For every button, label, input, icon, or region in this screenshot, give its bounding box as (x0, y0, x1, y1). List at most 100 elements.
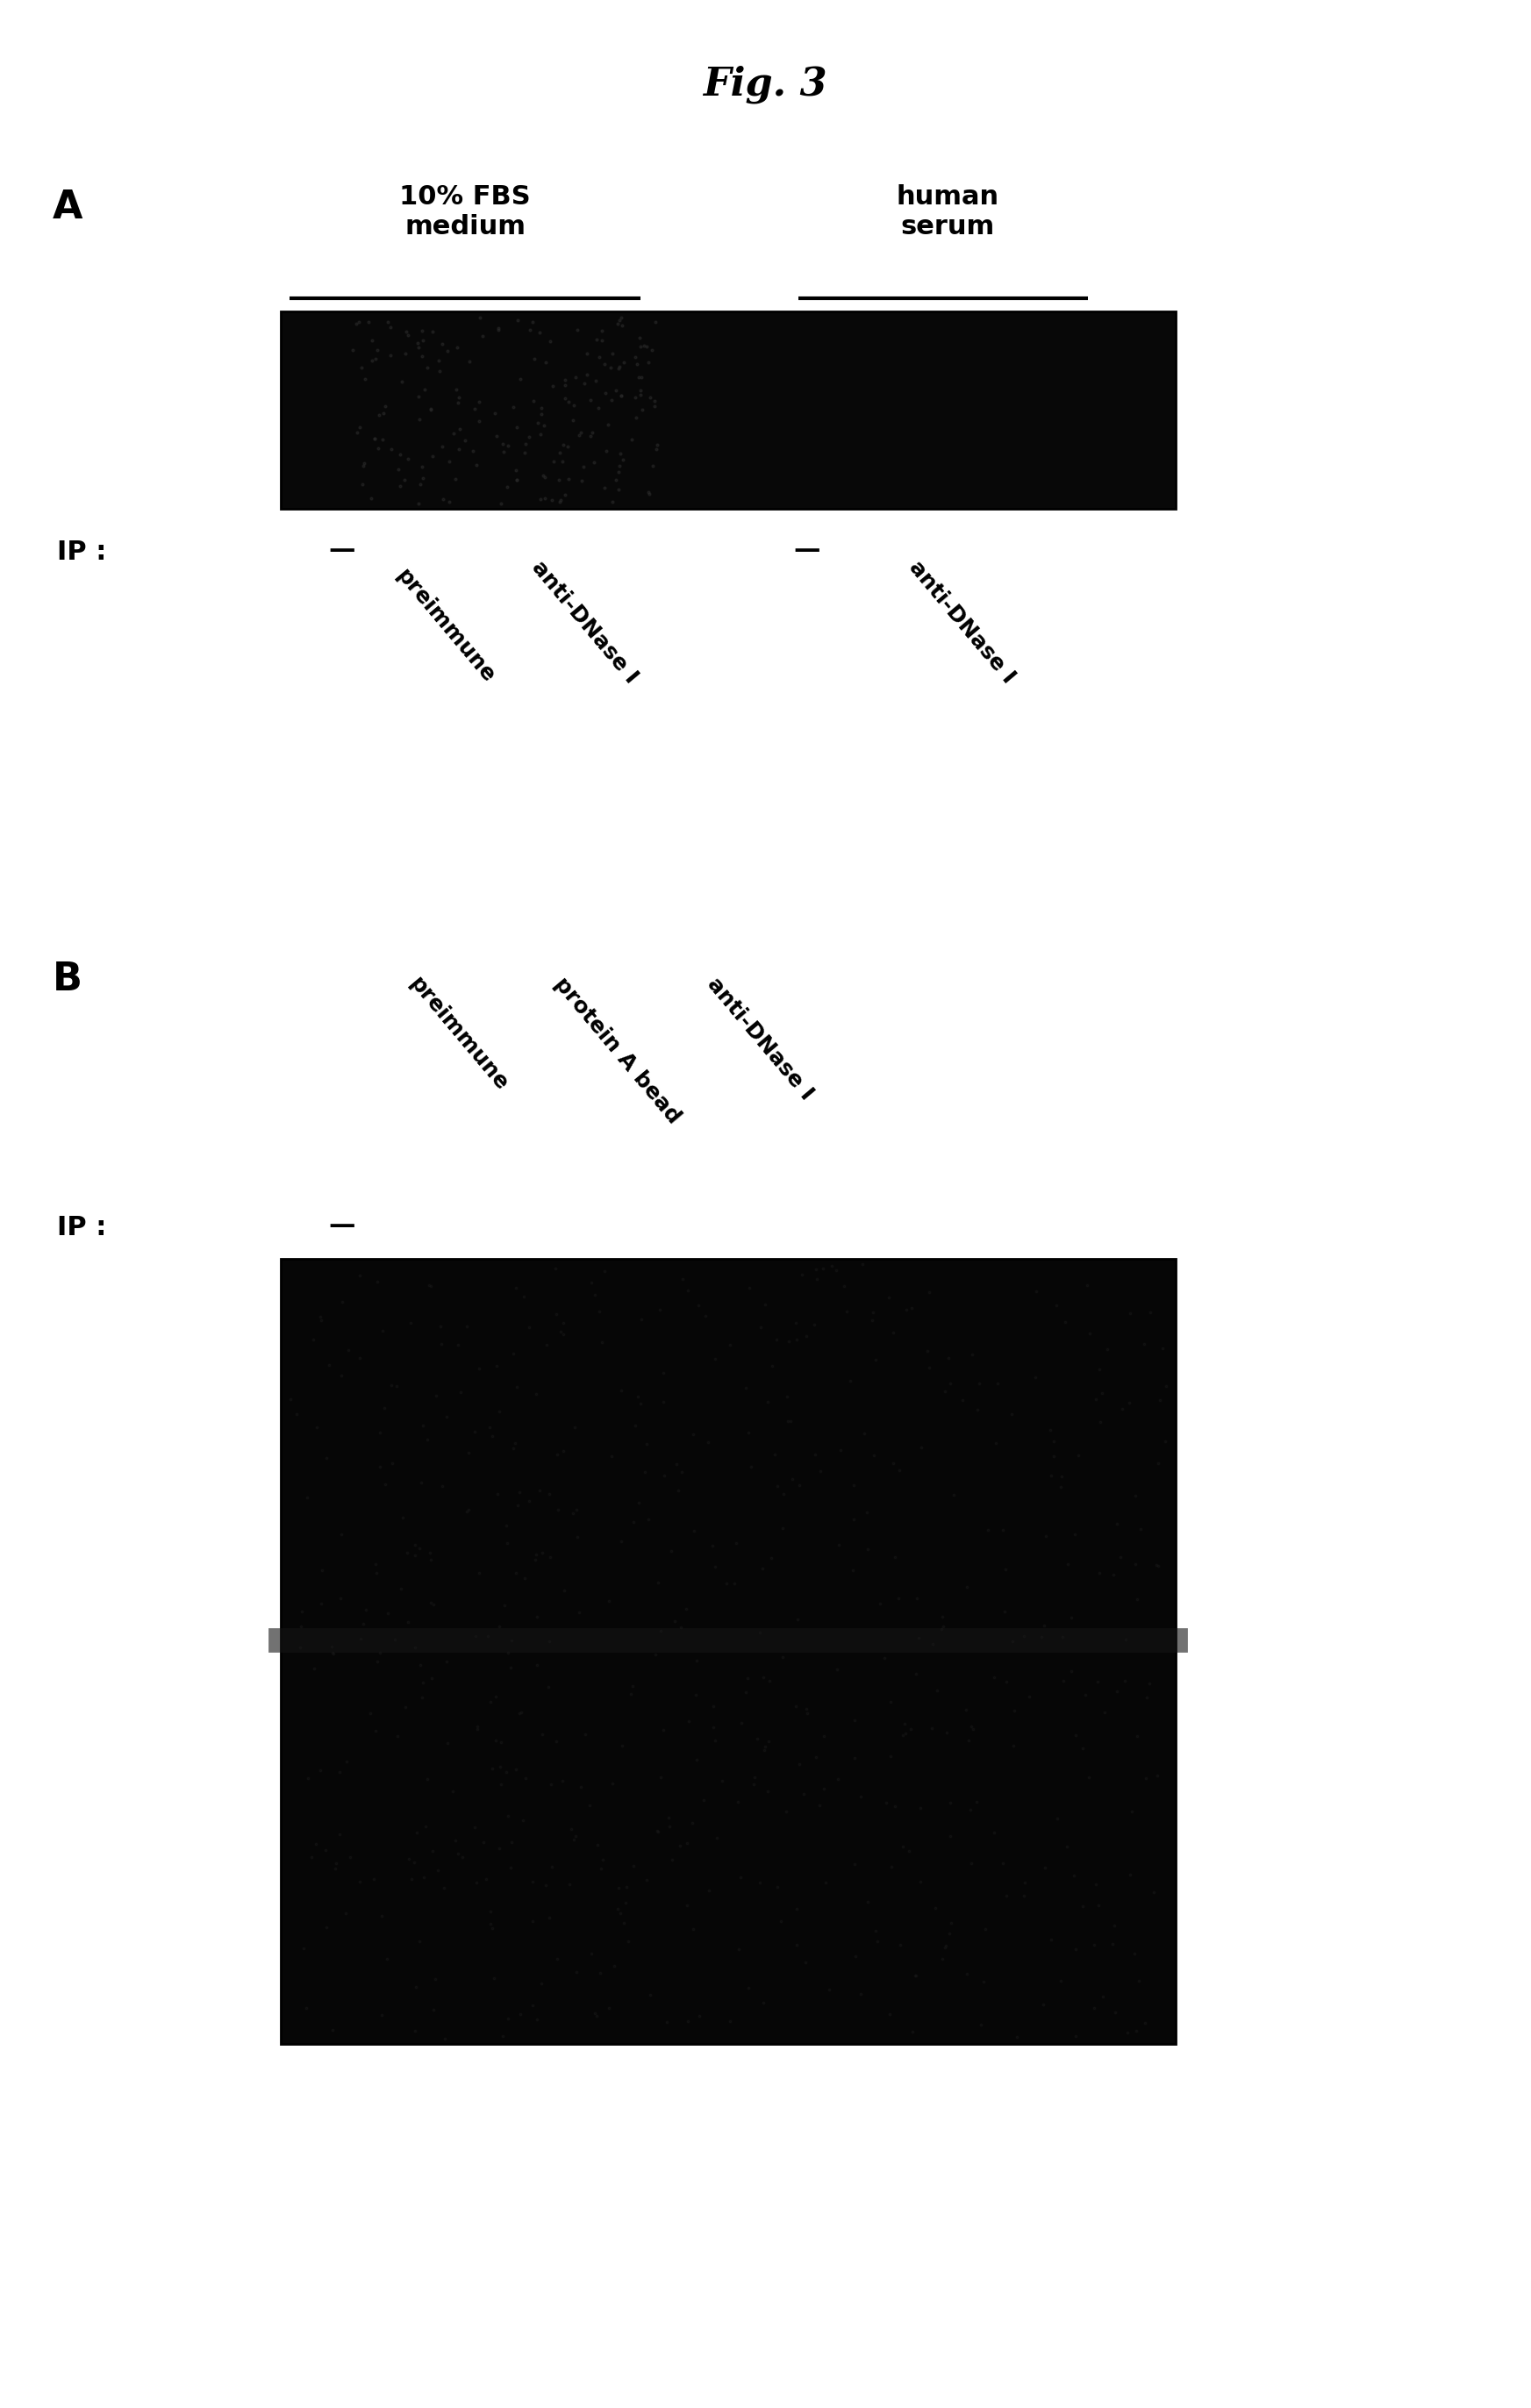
Point (896, 1832, 920, 1871)
Point (478, 1683, 502, 1722)
Point (1089, 1401, 1113, 1440)
Point (528, 479, 553, 518)
Point (842, 1500, 867, 1539)
Point (570, 462, 594, 501)
Point (1118, 1854, 1142, 1893)
Text: A: A (52, 188, 83, 226)
Point (1012, 1864, 1036, 1902)
Point (634, 1423, 658, 1462)
Point (496, 426, 521, 465)
Point (626, 1483, 651, 1522)
Point (556, 460, 580, 498)
Point (487, 1392, 511, 1430)
Point (929, 1609, 954, 1647)
Point (785, 1599, 810, 1637)
Point (291, 1929, 315, 1967)
Point (828, 1430, 853, 1469)
Point (495, 467, 519, 506)
Point (596, 405, 620, 443)
Point (625, 344, 649, 383)
Point (540, 441, 565, 479)
Point (626, 359, 651, 397)
Point (372, 388, 397, 426)
Point (675, 1271, 700, 1310)
Point (485, 1346, 510, 1385)
Point (517, 1481, 542, 1519)
Point (977, 1510, 1001, 1548)
Point (599, 349, 623, 388)
Point (498, 1647, 522, 1686)
Point (423, 1960, 447, 1999)
Point (860, 1293, 885, 1332)
Point (1017, 1676, 1041, 1714)
Point (883, 1539, 908, 1577)
Point (589, 311, 614, 349)
Point (534, 1866, 559, 1905)
Point (752, 1731, 776, 1770)
Point (530, 1714, 554, 1753)
Point (903, 1955, 928, 1994)
Point (733, 1674, 758, 1712)
Point (658, 1531, 683, 1570)
Point (421, 436, 446, 474)
Point (524, 2001, 548, 2040)
Point (749, 1864, 773, 1902)
Point (752, 1657, 776, 1695)
Point (432, 1869, 456, 1907)
Point (795, 1693, 819, 1731)
Point (954, 1690, 978, 1729)
Point (556, 426, 580, 465)
Point (501, 388, 525, 426)
Point (583, 320, 608, 359)
Point (579, 380, 603, 419)
Point (562, 1820, 586, 1859)
Point (628, 318, 652, 356)
Text: preimmune: preimmune (406, 973, 511, 1096)
Point (320, 1633, 344, 1671)
Point (442, 1820, 467, 1859)
Point (412, 1859, 436, 1898)
Point (743, 1758, 767, 1796)
Point (407, 1645, 432, 1683)
Point (825, 1649, 850, 1688)
Point (994, 1551, 1018, 1589)
Point (401, 1842, 426, 1881)
Point (328, 1753, 352, 1792)
Point (825, 1760, 850, 1799)
Point (495, 1524, 519, 1563)
Point (588, 337, 612, 376)
Point (551, 1303, 576, 1341)
Point (566, 417, 591, 455)
Point (784, 1686, 808, 1724)
Point (1033, 1517, 1058, 1556)
Point (427, 342, 452, 380)
Text: preimmune: preimmune (392, 566, 499, 689)
Point (853, 1413, 877, 1452)
Point (609, 299, 634, 337)
Point (305, 1409, 329, 1447)
Point (559, 1811, 583, 1849)
Point (334, 1741, 358, 1780)
Point (762, 1435, 787, 1474)
Point (880, 1445, 905, 1483)
Point (407, 1922, 432, 1960)
Point (608, 433, 632, 472)
Point (364, 1262, 389, 1300)
Point (1092, 1693, 1116, 1731)
Point (813, 1864, 837, 1902)
Point (934, 1926, 958, 1965)
Point (718, 2001, 743, 2040)
Point (1064, 1717, 1089, 1755)
Point (525, 405, 550, 443)
Point (802, 1305, 827, 1344)
Point (475, 1859, 499, 1898)
Point (863, 1912, 888, 1950)
Point (325, 1845, 349, 1883)
Point (1046, 1799, 1070, 1837)
Text: —: — (329, 537, 355, 563)
Point (917, 1348, 942, 1387)
Point (629, 1300, 654, 1339)
Point (1144, 1546, 1168, 1584)
Point (632, 327, 657, 366)
Point (623, 337, 648, 376)
